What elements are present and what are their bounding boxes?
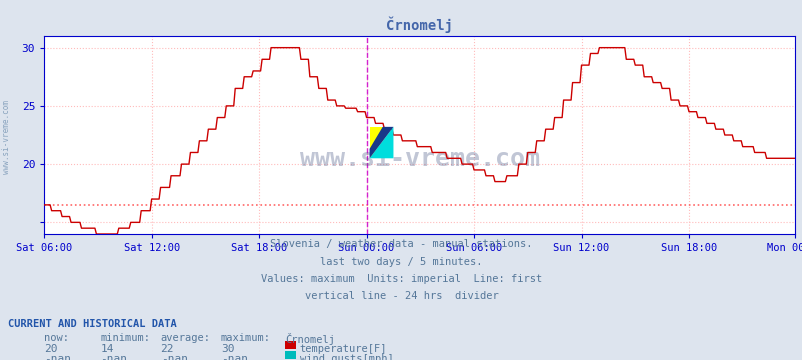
Text: wind gusts[mph]: wind gusts[mph] [299, 354, 393, 360]
Text: Slovenia / weather data - manual stations.: Slovenia / weather data - manual station… [270, 239, 532, 249]
Polygon shape [369, 127, 393, 158]
Text: 22: 22 [160, 344, 174, 354]
Text: -nan: -nan [100, 354, 128, 360]
Text: Values: maximum  Units: imperial  Line: first: Values: maximum Units: imperial Line: fi… [261, 274, 541, 284]
Text: -nan: -nan [44, 354, 71, 360]
Text: last two days / 5 minutes.: last two days / 5 minutes. [320, 257, 482, 267]
Text: maximum:: maximum: [221, 333, 270, 343]
Text: -nan: -nan [221, 354, 248, 360]
Text: CURRENT AND HISTORICAL DATA: CURRENT AND HISTORICAL DATA [8, 319, 176, 329]
Text: www.si-vreme.com: www.si-vreme.com [2, 100, 11, 174]
Text: average:: average: [160, 333, 210, 343]
Text: 30: 30 [221, 344, 234, 354]
Text: now:: now: [44, 333, 69, 343]
Text: minimum:: minimum: [100, 333, 150, 343]
Text: temperature[F]: temperature[F] [299, 344, 387, 354]
Text: www.si-vreme.com: www.si-vreme.com [299, 147, 539, 171]
Polygon shape [369, 127, 393, 158]
Text: vertical line - 24 hrs  divider: vertical line - 24 hrs divider [304, 291, 498, 301]
Text: -nan: -nan [160, 354, 188, 360]
Text: 14: 14 [100, 344, 114, 354]
Text: 20: 20 [44, 344, 58, 354]
Title: Črnomelj: Črnomelj [386, 17, 452, 33]
Text: Črnomelj: Črnomelj [285, 333, 334, 345]
Polygon shape [369, 127, 393, 158]
